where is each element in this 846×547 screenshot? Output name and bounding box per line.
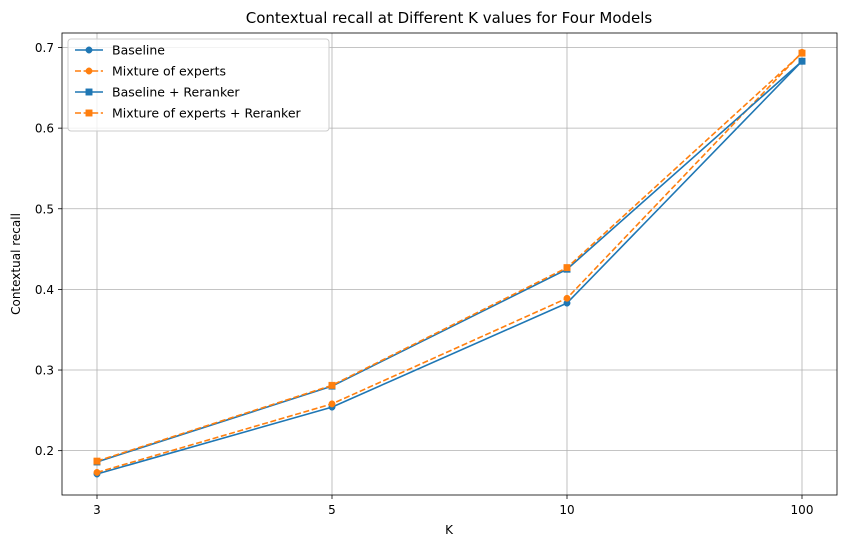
- legend-item: Mixture of experts: [75, 64, 226, 79]
- data-point: [93, 468, 101, 476]
- legend-item: Baseline: [75, 43, 165, 58]
- legend-label: Mixture of experts: [112, 64, 226, 79]
- series-line: [96, 51, 803, 474]
- legend-marker: [85, 46, 93, 54]
- series-line: [96, 52, 803, 462]
- legend-label: Baseline + Reranker: [112, 85, 240, 100]
- axis-ticks: 3 5 10 100 0.2 0.3 0.4 0.5 0.6 0.7: [35, 41, 814, 517]
- x-tick-label: 100: [791, 503, 814, 517]
- data-point: [798, 57, 806, 65]
- legend-item: Mixture of experts + Reranker: [75, 106, 302, 121]
- data-point: [563, 264, 571, 272]
- grid: [62, 33, 837, 495]
- y-tick-label: 0.6: [35, 122, 54, 136]
- legend: Baseline Mixture of experts Baseline + Rer…: [67, 38, 330, 132]
- x-axis-label: K: [445, 523, 454, 537]
- data-point: [563, 294, 571, 302]
- series-line: [96, 60, 803, 475]
- data-point: [93, 457, 101, 465]
- legend-label: Mixture of experts + Reranker: [112, 106, 302, 121]
- x-tick-label: 3: [93, 503, 101, 517]
- y-tick-label: 0.7: [35, 41, 54, 55]
- plot-frame: [61, 32, 838, 496]
- legend-item: Baseline + Reranker: [75, 85, 240, 100]
- legend-marker: [85, 88, 93, 96]
- x-tick-label: 10: [559, 503, 574, 517]
- legend-box: [67, 38, 330, 132]
- y-tick-label: 0.2: [35, 444, 54, 458]
- series-4: [93, 49, 806, 465]
- series-layer: [93, 48, 806, 478]
- x-tick-label: 5: [328, 503, 336, 517]
- y-tick-label: 0.4: [35, 283, 54, 297]
- legend-label: Baseline: [112, 43, 165, 58]
- y-tick-label: 0.5: [35, 202, 54, 216]
- data-point: [328, 400, 336, 408]
- y-axis-label: Contextual recall: [9, 213, 23, 315]
- legend-marker: [85, 109, 93, 117]
- legend-marker: [85, 67, 93, 75]
- data-point: [328, 381, 336, 389]
- data-point: [798, 49, 806, 57]
- chart-title: Contextual recall at Different K values …: [246, 9, 653, 27]
- y-tick-label: 0.3: [35, 364, 54, 378]
